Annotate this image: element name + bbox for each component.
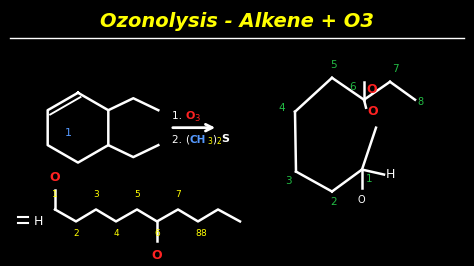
Text: 8: 8: [200, 229, 206, 238]
Text: ): ): [212, 135, 216, 145]
Text: 1: 1: [52, 190, 58, 200]
Text: 3: 3: [93, 190, 99, 200]
Text: 1: 1: [64, 128, 72, 138]
Text: O: O: [186, 111, 195, 121]
Text: 2.: 2.: [172, 135, 185, 145]
Text: 1: 1: [366, 173, 373, 184]
Text: O: O: [367, 105, 378, 118]
Text: 3: 3: [194, 114, 200, 123]
Text: 8: 8: [417, 97, 423, 107]
Text: 2: 2: [331, 197, 337, 207]
Text: S: S: [221, 134, 229, 144]
Text: (: (: [185, 135, 189, 145]
Text: 2: 2: [73, 229, 79, 238]
Text: 6: 6: [349, 82, 356, 92]
Text: O: O: [152, 249, 162, 262]
Text: 6: 6: [154, 229, 160, 238]
Text: 5: 5: [134, 190, 140, 200]
Text: H: H: [34, 215, 44, 228]
Text: CH: CH: [190, 135, 206, 145]
Text: 1.: 1.: [172, 111, 185, 121]
Text: 7: 7: [392, 64, 399, 74]
Text: H: H: [386, 168, 395, 181]
Text: Ozonolysis - Alkene + O3: Ozonolysis - Alkene + O3: [100, 13, 374, 31]
Text: 8: 8: [195, 229, 201, 238]
Text: O: O: [357, 196, 365, 206]
Text: O: O: [366, 83, 377, 96]
Text: 4: 4: [113, 229, 119, 238]
Text: O: O: [50, 171, 60, 184]
Text: 5: 5: [331, 60, 337, 70]
Text: 4: 4: [278, 103, 285, 113]
Text: 7: 7: [175, 190, 181, 200]
Text: 3: 3: [285, 176, 292, 186]
Text: 2: 2: [217, 137, 222, 146]
Text: 3: 3: [207, 137, 212, 146]
